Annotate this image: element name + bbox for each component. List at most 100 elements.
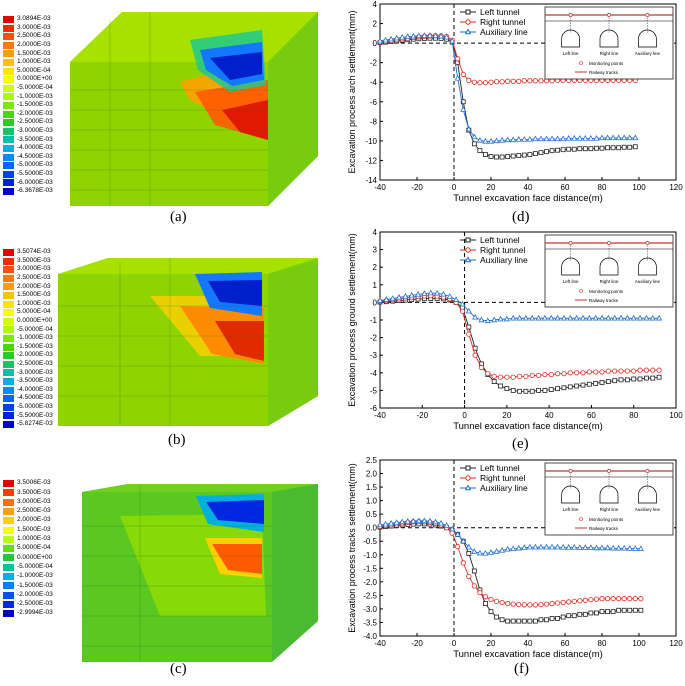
legend-label: 5.0000E-04 [17, 544, 51, 552]
y-tick-label: -3.5 [363, 618, 377, 627]
legend-swatch [3, 498, 14, 506]
legend-entry: 1.5000E-03 [3, 292, 51, 299]
data-point [437, 519, 445, 526]
inset-monitor-point [568, 13, 573, 17]
legend-entry: -1.5000E-03 [3, 582, 53, 590]
data-point [516, 373, 523, 379]
data-point [544, 149, 549, 155]
data-point [617, 314, 625, 321]
data-point [555, 615, 561, 621]
x-axis-label: Tunnel excavation face distance(m) [453, 421, 603, 432]
data-point [505, 154, 511, 159]
data-point [455, 544, 461, 550]
data-point [587, 135, 594, 141]
y-tick-label: -8 [370, 117, 378, 126]
data-point [477, 590, 483, 596]
data-point [515, 135, 522, 142]
data-point [624, 377, 630, 383]
data-point [567, 370, 573, 376]
inset-monitor-point [645, 13, 650, 17]
legend-label: -5.0000E-04 [17, 84, 53, 92]
data-point [499, 136, 506, 143]
data-point [426, 32, 434, 38]
legend-swatch [3, 33, 14, 41]
data-point [449, 37, 456, 44]
data-point [483, 152, 488, 157]
x-tick-label: 60 [561, 183, 570, 192]
data-point [432, 32, 439, 39]
legend-label: -4.0000E-03 [17, 385, 53, 393]
legend-swatch [3, 136, 14, 144]
data-point [472, 352, 478, 358]
data-point [454, 531, 461, 537]
data-point [399, 34, 406, 40]
x-tick-label: 0 [452, 183, 457, 192]
legend-label: -4.5000E-03 [17, 152, 53, 160]
data-point [631, 376, 637, 382]
data-point [605, 368, 611, 374]
data-point [504, 136, 511, 143]
data-point [515, 544, 522, 551]
data-point [526, 135, 533, 142]
legend-swatch [3, 378, 14, 385]
data-point [573, 314, 580, 321]
legend-swatch [3, 179, 14, 187]
data-point [560, 544, 567, 550]
legend-entry: 0.0000E+00 [3, 318, 52, 325]
x-tick-label: 0 [452, 639, 457, 648]
data-point [443, 522, 450, 528]
data-point [626, 545, 633, 551]
legend-entry: -2.0000E-03 [3, 351, 53, 360]
legend-label: 2.0000E-03 [17, 282, 51, 290]
legend-label: -2.0000E-03 [17, 351, 53, 359]
data-point [482, 80, 489, 86]
legend-entry: 5.0000E-04 [3, 67, 51, 75]
data-point [543, 601, 550, 607]
y-tick-label: 0 [373, 298, 378, 307]
data-point [483, 601, 488, 606]
y-tick-label: -2 [370, 334, 378, 343]
data-point [415, 32, 422, 39]
legend-swatch [3, 257, 14, 265]
data-point [488, 79, 494, 85]
legend-entry: 1.0000E-03 [3, 300, 51, 308]
legend-entry: 2.5000E-03 [3, 33, 51, 41]
caption-b: (b) [168, 432, 186, 448]
legend-entry: -5.0000E-04 [3, 85, 53, 92]
legend-marker [464, 484, 472, 491]
legend-swatch [3, 317, 14, 325]
data-point [476, 549, 483, 556]
data-point [465, 543, 472, 550]
contour-legend-b: 3.5074E-03 3.5000E-03 3.0000E-03 2.5000E-03… [3, 249, 63, 429]
data-point [565, 135, 572, 141]
y-tick-label: -4.0 [363, 632, 377, 641]
data-point [577, 146, 583, 152]
model-view-a [70, 12, 318, 206]
inset-tunnel [638, 485, 657, 504]
legend-entry: -5.0000E-04 [3, 326, 53, 334]
legend-label: -4.5000E-03 [17, 394, 53, 402]
x-tick-label: 20 [487, 639, 496, 648]
legend-label: -2.5000E-03 [17, 600, 53, 608]
legend-label: -5.5000E-03 [17, 170, 53, 178]
legend-label: 3.5000E-03 [17, 488, 51, 496]
data-point [466, 573, 472, 580]
legend-entry: 2.0000E-03 [3, 42, 51, 49]
data-point [408, 291, 415, 298]
data-point [376, 521, 384, 528]
data-point [579, 314, 587, 321]
data-point [582, 146, 588, 152]
legend-swatch [3, 480, 14, 487]
legend-label: 3.0894E-03 [17, 15, 51, 23]
legend-label: -2.5000E-03 [17, 118, 53, 126]
legend-label: -5.0000E-04 [17, 562, 53, 570]
data-point [499, 154, 505, 160]
inset-monitor-point [568, 241, 573, 245]
data-point [599, 145, 605, 151]
legend-swatch [3, 292, 14, 299]
data-point [404, 518, 411, 524]
legend-label: 3.0000E-03 [17, 23, 51, 31]
data-point [637, 367, 643, 373]
legend-swatch [3, 600, 14, 608]
data-point [554, 314, 561, 321]
